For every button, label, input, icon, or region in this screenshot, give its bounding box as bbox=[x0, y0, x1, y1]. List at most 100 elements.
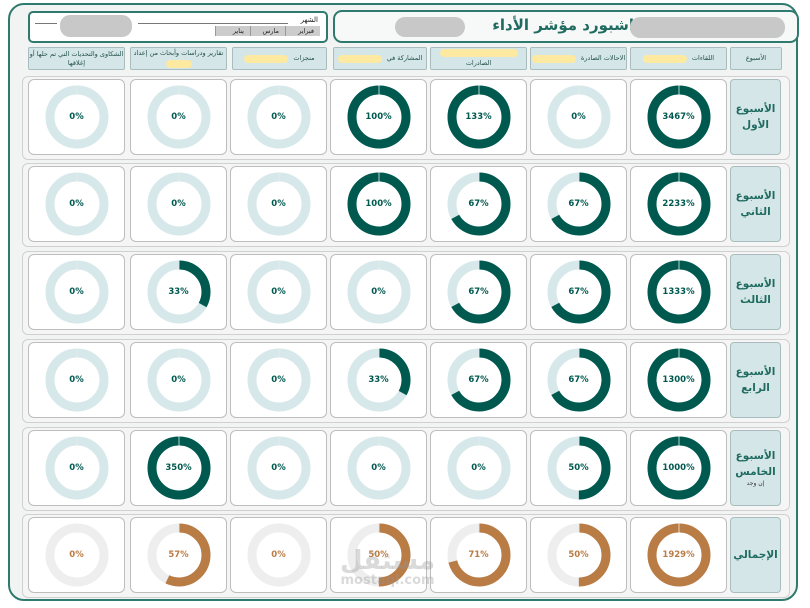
donut-chart: 0% bbox=[44, 171, 110, 237]
donut-value: 0% bbox=[69, 375, 84, 385]
donut-value: 0% bbox=[271, 375, 286, 385]
donut-chart: 67% bbox=[446, 259, 512, 325]
donut-value: 0% bbox=[271, 112, 286, 122]
donut-value: 0% bbox=[571, 112, 586, 122]
donut-chart: 350% bbox=[146, 435, 212, 501]
redacted-highlight bbox=[439, 49, 518, 57]
kpi-cell: 50% bbox=[530, 430, 627, 506]
month-option-mar[interactable]: مارس bbox=[250, 26, 285, 36]
kpi-cell: 0% bbox=[330, 254, 427, 330]
kpi-cell: 0% bbox=[230, 517, 327, 593]
kpi-cell: 0% bbox=[430, 430, 527, 506]
donut-value: 33% bbox=[368, 375, 389, 385]
donut-value: 0% bbox=[171, 112, 186, 122]
row-label-word: الإجمالي bbox=[733, 549, 778, 561]
kpi-cell: 1333% bbox=[630, 254, 727, 330]
column-header-2: الاحالات الصادرة bbox=[530, 47, 627, 70]
kpi-cell: 0% bbox=[28, 254, 125, 330]
row-label: الأسبوع الأول bbox=[730, 79, 781, 155]
kpi-cell: 133% bbox=[430, 79, 527, 155]
redacted-highlight bbox=[244, 54, 289, 63]
kpi-cell: 1000% bbox=[630, 430, 727, 506]
donut-value: 67% bbox=[568, 375, 589, 385]
donut-chart: 67% bbox=[546, 259, 612, 325]
donut-chart: 0% bbox=[546, 84, 612, 150]
donut-value: 67% bbox=[468, 199, 489, 209]
month-options: فبراير مارس يناير bbox=[215, 26, 320, 36]
donut-chart: 0% bbox=[44, 435, 110, 501]
month-option-feb[interactable]: فبراير bbox=[285, 26, 320, 36]
kpi-cell: 71% bbox=[430, 517, 527, 593]
donut-value: 1929% bbox=[662, 550, 695, 560]
donut-chart: 0% bbox=[246, 84, 312, 150]
donut-chart: 2233% bbox=[646, 171, 712, 237]
row-label: الإجمالي bbox=[730, 517, 781, 593]
kpi-cell: 67% bbox=[430, 342, 527, 418]
donut-value: 1000% bbox=[662, 463, 695, 473]
row-label-note: إن وجد bbox=[746, 480, 765, 487]
donut-chart: 0% bbox=[44, 347, 110, 413]
donut-value: 50% bbox=[568, 463, 589, 473]
donut-chart: 0% bbox=[146, 84, 212, 150]
donut-value: 0% bbox=[371, 463, 386, 473]
kpi-cell: 100% bbox=[330, 166, 427, 242]
donut-chart: 67% bbox=[546, 171, 612, 237]
donut-value: 0% bbox=[171, 199, 186, 209]
column-header-4: المشاركة في bbox=[333, 47, 427, 70]
month-option-jan[interactable]: يناير bbox=[215, 26, 250, 36]
row-label-word: الثاني bbox=[740, 206, 771, 218]
month-slicer[interactable]: الشهر فبراير مارس يناير bbox=[28, 11, 328, 43]
donut-value: 71% bbox=[468, 550, 489, 560]
donut-value: 3467% bbox=[662, 112, 695, 122]
donut-value: 67% bbox=[468, 375, 489, 385]
kpi-cell: 33% bbox=[130, 254, 227, 330]
kpi-cell: 0% bbox=[230, 254, 327, 330]
column-header-1: اللقاءات bbox=[630, 47, 727, 70]
kpi-cell: 0% bbox=[28, 342, 125, 418]
row-label-word: الأسبوع bbox=[735, 450, 776, 462]
row-label-word: الأسبوع bbox=[735, 278, 776, 290]
donut-chart: 100% bbox=[346, 171, 412, 237]
donut-chart: 0% bbox=[246, 259, 312, 325]
redacted-highlight bbox=[531, 54, 576, 63]
kpi-cell: 0% bbox=[230, 342, 327, 418]
row-label-word: الأول bbox=[741, 119, 770, 131]
redacted-highlight bbox=[165, 60, 192, 68]
row-label-word: الرابع bbox=[741, 382, 770, 394]
redacted-highlight bbox=[337, 54, 382, 63]
donut-chart: 0% bbox=[346, 259, 412, 325]
kpi-cell: 67% bbox=[430, 254, 527, 330]
donut-value: 67% bbox=[568, 287, 589, 297]
row-label: الأسبوع الرابع bbox=[730, 342, 781, 418]
donut-chart: 0% bbox=[44, 522, 110, 588]
kpi-cell: 2233% bbox=[630, 166, 727, 242]
month-label: الشهر bbox=[300, 16, 318, 24]
donut-value: 67% bbox=[468, 287, 489, 297]
donut-value: 0% bbox=[271, 199, 286, 209]
donut-value: 0% bbox=[271, 287, 286, 297]
donut-chart: 33% bbox=[346, 347, 412, 413]
kpi-cell: 0% bbox=[130, 166, 227, 242]
kpi-cell: 0% bbox=[28, 79, 125, 155]
donut-value: 50% bbox=[368, 550, 389, 560]
donut-value: 33% bbox=[168, 287, 189, 297]
donut-value: 0% bbox=[69, 199, 84, 209]
donut-value: 0% bbox=[371, 287, 386, 297]
donut-chart: 71% bbox=[446, 522, 512, 588]
donut-chart: 50% bbox=[546, 435, 612, 501]
kpi-cell: 3467% bbox=[630, 79, 727, 155]
donut-chart: 0% bbox=[146, 171, 212, 237]
donut-chart: 0% bbox=[246, 347, 312, 413]
row-label-word: الأسبوع bbox=[735, 190, 776, 202]
redacted-logo-left bbox=[395, 17, 465, 37]
column-header-label: منجزات bbox=[293, 54, 315, 62]
donut-value: 67% bbox=[568, 199, 589, 209]
column-header-0: الأسبوع bbox=[730, 47, 782, 70]
kpi-cell: 0% bbox=[28, 166, 125, 242]
divider bbox=[35, 23, 57, 24]
donut-chart: 3467% bbox=[646, 84, 712, 150]
donut-chart: 1300% bbox=[646, 347, 712, 413]
kpi-cell: 0% bbox=[130, 342, 227, 418]
donut-chart: 67% bbox=[546, 347, 612, 413]
donut-value: 133% bbox=[465, 112, 492, 122]
